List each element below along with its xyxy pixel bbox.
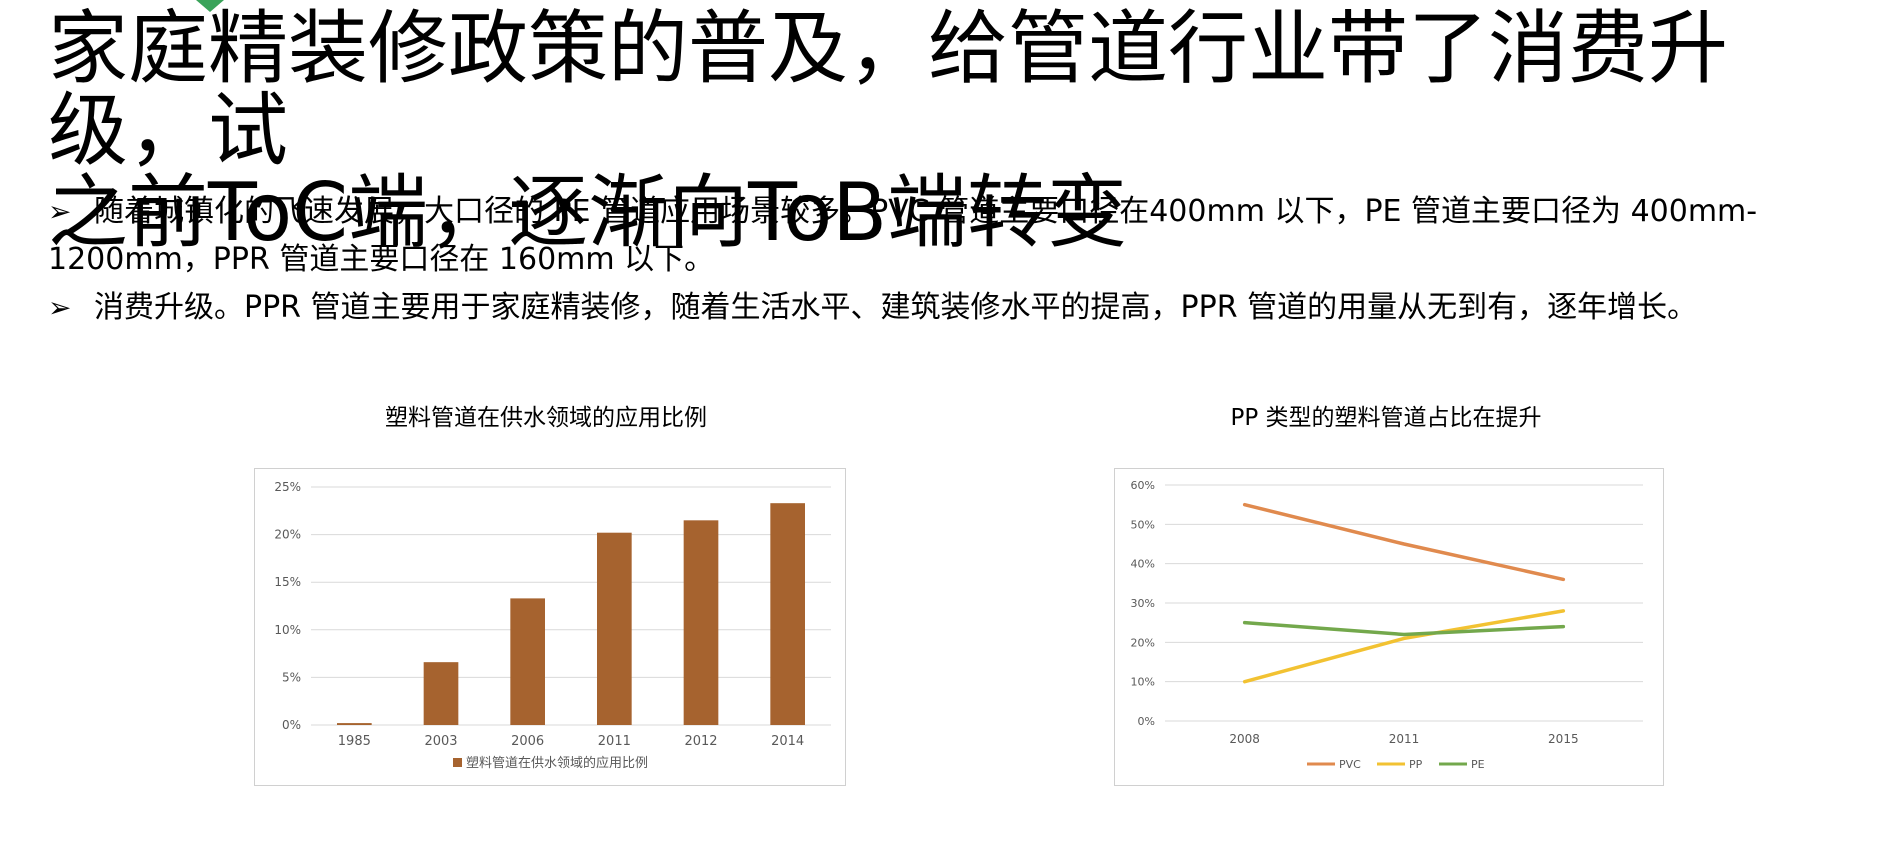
bar-chart-frame: 0% 5% 10% 15% 20% 25% 1985 2003 2006 2011 2012 2014… <box>254 468 846 786</box>
bullet-item: ➢ 消费升级。PPR 管道主要用于家庭精装修，随着生活水平、建筑装修水平的提高，P… <box>48 284 1858 332</box>
bar <box>510 598 545 725</box>
slide-title: 家庭精装修政策的普及，给管道行业带了消费升级，试 之前ToC端，逐渐向ToB端转… <box>48 8 1868 254</box>
y-tick-label: 40% <box>1131 558 1155 571</box>
x-tick-label: 2011 <box>1389 732 1420 746</box>
series-line-pvc <box>1242 502 1566 582</box>
line-chart-title: PP 类型的塑料管道占比在提升 <box>1230 405 1542 431</box>
bar-chart: 0% 5% 10% 15% 20% 25% 1985 2003 2006 2011 2012 2014… <box>274 480 831 771</box>
y-tick-label: 10% <box>1131 676 1155 689</box>
y-tick-label: 20% <box>274 528 301 542</box>
bullet-text: 消费升级。PPR 管道主要用于家庭精装修，随着生活水平、建筑装修水平的提高，PP… <box>94 290 1698 325</box>
y-tick-label: 5% <box>282 670 301 684</box>
legend-label: 塑料管道在供水领域的应用比例 <box>466 755 648 771</box>
legend-label: PE <box>1471 758 1485 771</box>
y-tick-label: 10% <box>274 623 301 637</box>
arrow-bullet-icon: ➢ <box>48 291 72 324</box>
y-tick-label: 30% <box>1131 597 1155 610</box>
legend-label: PVC <box>1339 758 1361 771</box>
line-chart-frame: 0% 10% 20% 30% 40% 50% 60% 2008 2011 2015 PVC PP PE <box>1114 468 1664 786</box>
bar <box>337 723 372 725</box>
bar <box>597 532 632 725</box>
series-line-pe <box>1242 620 1566 637</box>
y-tick-label: 20% <box>1131 636 1155 649</box>
x-tick-label: 2012 <box>684 734 717 749</box>
arrow-bullet-icon: ➢ <box>48 195 72 228</box>
x-tick-label: 2008 <box>1229 732 1260 746</box>
y-tick-label: 0% <box>1138 715 1155 728</box>
series-line-pp <box>1242 609 1566 684</box>
title-line-1: 家庭精装修政策的普及，给管道行业带了消费升级，试 <box>48 2 1728 177</box>
legend-label: PP <box>1409 758 1423 771</box>
x-tick-label: 2006 <box>511 734 544 749</box>
y-tick-label: 15% <box>274 575 301 589</box>
bar <box>683 520 719 725</box>
y-tick-label: 60% <box>1131 479 1155 492</box>
x-tick-label: 2003 <box>424 734 457 749</box>
bullet-item: ➢ 随着城镇化的飞速发展，大口径的 PE 管道应用场景较多。PVC 管道主要口径在… <box>48 188 1858 284</box>
y-tick-label: 0% <box>282 718 301 732</box>
x-tick-label: 2015 <box>1548 732 1579 746</box>
x-tick-label: 2014 <box>771 734 804 749</box>
bullet-text: 随着城镇化的飞速发展，大口径的 PE 管道应用场景较多。PVC 管道主要口径在4… <box>48 194 1758 277</box>
bar <box>423 662 459 725</box>
legend-swatch <box>453 758 462 767</box>
accent-triangle <box>196 0 224 12</box>
bullet-list: ➢ 随着城镇化的飞速发展，大口径的 PE 管道应用场景较多。PVC 管道主要口径在… <box>48 188 1858 332</box>
y-tick-label: 50% <box>1131 518 1155 531</box>
x-tick-label: 1985 <box>338 734 371 749</box>
bar <box>770 503 805 725</box>
line-chart: 0% 10% 20% 30% 40% 50% 60% 2008 2011 2015 PVC PP PE <box>1131 479 1643 771</box>
title-line-2: 之前ToC端，逐渐向ToB端转变 <box>48 166 1128 259</box>
y-tick-label: 25% <box>274 480 301 494</box>
x-tick-label: 2011 <box>598 734 631 749</box>
bar-chart-title: 塑料管道在供水领域的应用比例 <box>385 405 707 431</box>
